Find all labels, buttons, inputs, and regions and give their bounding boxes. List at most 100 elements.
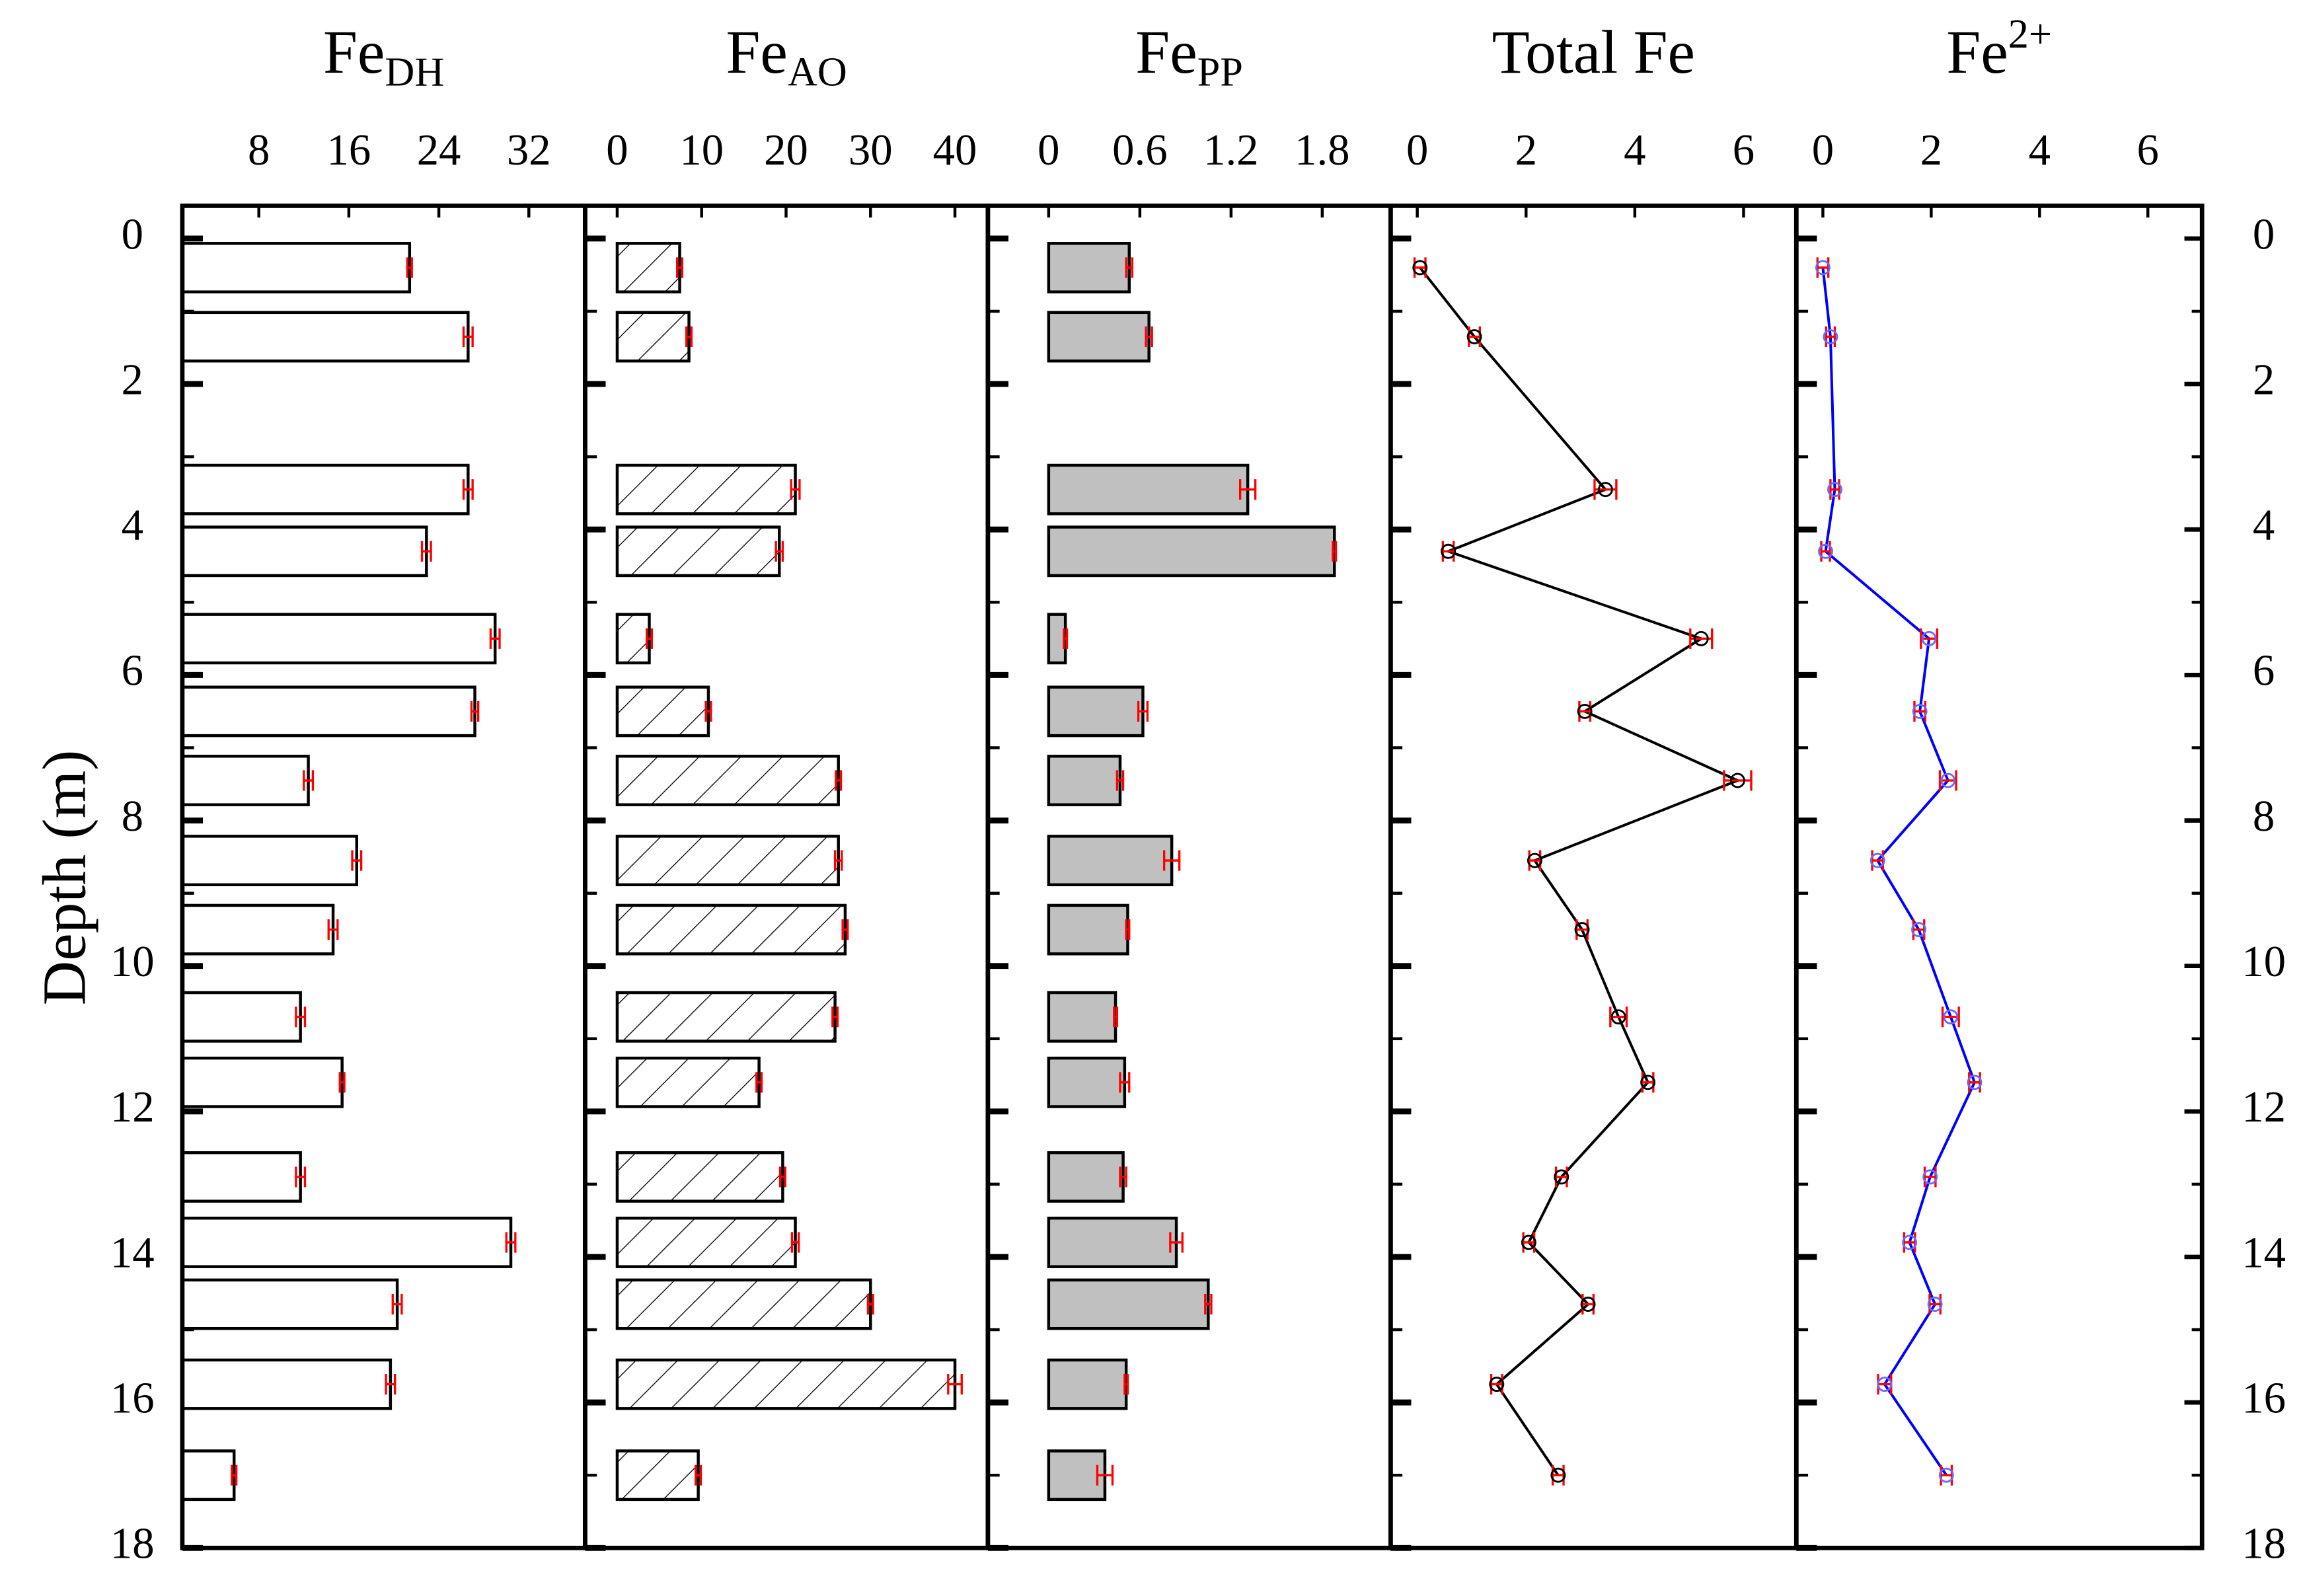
y-tick-label: 16 [110, 1374, 155, 1422]
panel-frame [1388, 204, 1799, 1550]
x-tick-label: 1.8 [1295, 126, 1349, 174]
data-point [1577, 703, 1593, 719]
error-bar [462, 479, 474, 500]
y-tick-label: 18 [110, 1520, 155, 1568]
bar [1047, 525, 1336, 578]
data-point [1902, 1235, 1918, 1250]
bar [180, 1217, 513, 1268]
y-tick-label: 2 [122, 356, 143, 404]
error-bar [1871, 850, 1885, 871]
bar [180, 1278, 399, 1330]
bar [1047, 242, 1131, 293]
data-point [1877, 1377, 1893, 1392]
error-bar [1441, 541, 1455, 562]
y-tick-label: 0 [122, 210, 143, 258]
data-point [1580, 1297, 1596, 1312]
error-bar [505, 1232, 517, 1253]
error-bar [1938, 770, 1957, 791]
x-tick-label: 0.6 [1112, 126, 1167, 174]
error-bar [1554, 1166, 1568, 1188]
y2-tick-label: 8 [2253, 792, 2275, 841]
y-tick-label: 4 [122, 502, 143, 550]
data-point [1818, 543, 1833, 559]
error-bar [1490, 1374, 1503, 1395]
bar [180, 525, 428, 578]
error-bar [1903, 1232, 1916, 1253]
panel-title: FeDH [323, 19, 444, 95]
bar [615, 903, 847, 956]
panel: Fe2+ 0 2 4 6 [1794, 12, 2205, 1551]
y2-tick-label: 16 [2242, 1374, 2286, 1422]
x-tick-label: 6 [2137, 126, 2159, 174]
error-bar [1162, 850, 1181, 871]
bar [180, 755, 310, 806]
bar [615, 525, 781, 578]
data-point [1466, 329, 1482, 344]
y2-tick-label: 2 [2253, 356, 2275, 404]
data-point [1527, 853, 1542, 868]
x-tick-label: 30 [849, 126, 893, 174]
bar [615, 1278, 872, 1330]
bar [1047, 835, 1174, 886]
bar [180, 835, 359, 886]
data-point [1610, 1009, 1626, 1025]
error-bar [1119, 1166, 1127, 1188]
data-point [1441, 543, 1456, 559]
panel-title: Fe2+ [1946, 12, 2052, 87]
error-bar [695, 1464, 702, 1486]
error-bar [489, 628, 501, 649]
error-bar [420, 541, 432, 562]
error-bar [1820, 541, 1831, 562]
x-tick-label: 24 [417, 126, 461, 174]
error-bar [1115, 770, 1125, 791]
error-bar [231, 1464, 238, 1486]
bar [1047, 613, 1067, 665]
x-tick-label: 0 [1406, 126, 1428, 174]
error-bar [385, 1374, 397, 1395]
x-tick-label: 32 [507, 126, 551, 174]
y-axis-label: Depth (m) [30, 750, 98, 1006]
bar [180, 311, 470, 363]
title-subscript: PP [1197, 50, 1243, 95]
x-tick-label: 2 [1515, 126, 1537, 174]
error-bar [1413, 257, 1427, 278]
error-bar [1528, 850, 1542, 871]
title-main: Fe [1135, 19, 1197, 87]
data-point [1911, 922, 1926, 938]
x-tick-label: 2 [1920, 126, 1942, 174]
y2-tick-label: 18 [2242, 1520, 2286, 1568]
bar [180, 463, 470, 515]
x-tick-label: 0 [1812, 126, 1834, 174]
data-point [1921, 630, 1937, 646]
bar [180, 242, 412, 293]
bar [1047, 463, 1250, 515]
error-bar [1468, 326, 1481, 348]
error-bar [1578, 701, 1592, 722]
error-bar [833, 850, 843, 871]
data-point [1823, 329, 1838, 344]
error-bar [1123, 1374, 1129, 1395]
title-superscript: 2+ [2008, 12, 2052, 57]
data-point [1554, 1169, 1569, 1185]
title-main: Fe [726, 19, 787, 87]
data-point [1550, 1467, 1566, 1483]
bar [1047, 755, 1122, 806]
error-bar [1825, 326, 1836, 348]
data-point [1574, 922, 1590, 938]
error-bar [704, 701, 712, 722]
panel-frame [1794, 204, 2205, 1550]
title-main: Fe [1946, 19, 2008, 87]
bar [180, 613, 497, 665]
bar [615, 755, 840, 806]
data-line [1821, 267, 1977, 1476]
error-bar [685, 326, 693, 348]
panel-title: Total Fe [1492, 19, 1695, 87]
panel: Total Fe 0 2 4 6 [1388, 19, 1799, 1551]
error-bar [1238, 479, 1257, 500]
panel-title: FePP [1135, 19, 1243, 95]
data-point [1967, 1075, 1983, 1090]
error-bar [841, 919, 849, 940]
data-point [1412, 260, 1428, 276]
data-line [1419, 266, 1741, 1476]
x-tick-label: 10 [679, 126, 724, 174]
